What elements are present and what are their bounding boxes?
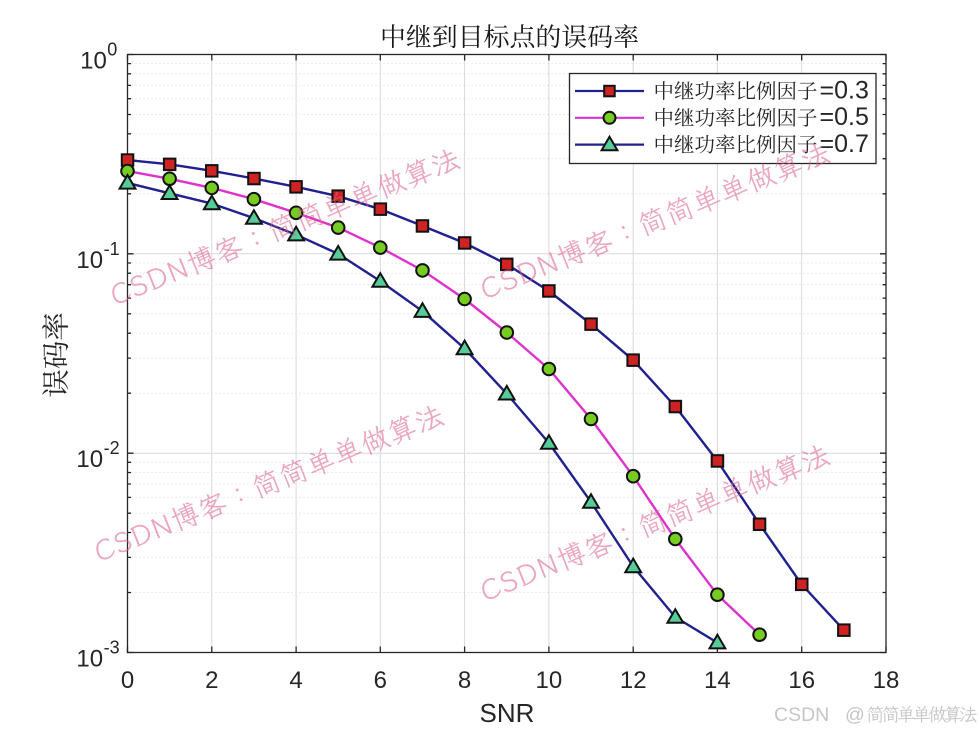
svg-text:=0.5: =0.5 [820,103,869,131]
svg-text:=0.3: =0.3 [820,76,869,104]
svg-text:4: 4 [289,667,302,694]
svg-text:14: 14 [704,667,731,694]
svg-text:10: 10 [536,667,563,694]
svg-text:2: 2 [205,667,218,694]
svg-text:6: 6 [374,667,387,694]
svg-text:-1: -1 [104,239,120,259]
svg-text:18: 18 [873,667,900,694]
svg-text:16: 16 [788,667,815,694]
svg-text:10: 10 [76,646,103,673]
svg-text:10: 10 [76,446,103,473]
svg-text:CSDN: CSDN [774,704,829,726]
svg-text:@: @ [845,704,865,726]
svg-text:0: 0 [107,40,117,60]
svg-text:10: 10 [76,247,103,274]
svg-text:SNR: SNR [480,698,535,728]
svg-text:12: 12 [620,667,647,694]
svg-text:=0.7: =0.7 [820,130,869,158]
svg-text:-3: -3 [104,638,120,658]
svg-text:0: 0 [121,667,134,694]
svg-text:8: 8 [458,667,471,694]
svg-text:-2: -2 [104,438,120,458]
svg-text:10: 10 [80,48,107,75]
